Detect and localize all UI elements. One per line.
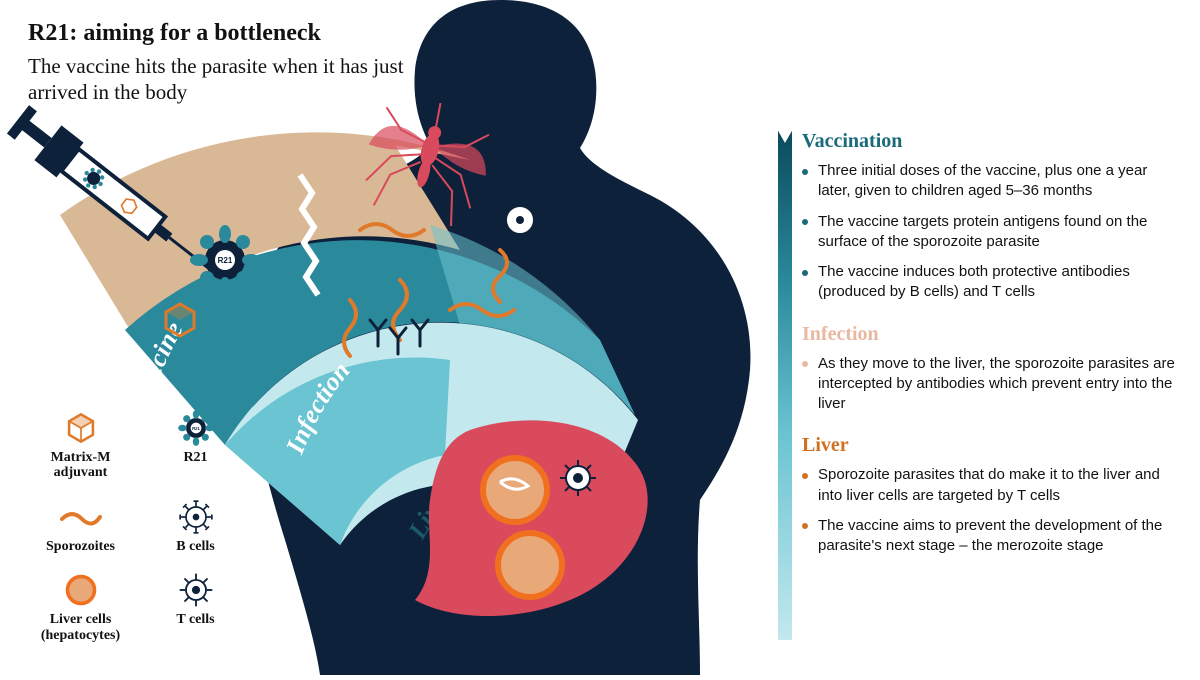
section-bullets: As they move to the liver, the sporozoit… bbox=[802, 354, 1182, 415]
section-vaccination: Vaccination Three initial doses of the va… bbox=[802, 130, 1182, 303]
page-subtitle: The vaccine hits the parasite when it ha… bbox=[28, 53, 448, 106]
bullet-item: The vaccine aims to prevent the developm… bbox=[802, 516, 1182, 557]
legend-label: T cells bbox=[176, 612, 214, 627]
tcell-icon bbox=[176, 572, 216, 608]
bullet-item: Sporozoite parasites that do make it to … bbox=[802, 465, 1182, 506]
section-bullets: Three initial doses of the vaccine, plus… bbox=[802, 161, 1182, 303]
svg-text:R21: R21 bbox=[192, 426, 200, 431]
section-title: Vaccination bbox=[802, 130, 1182, 153]
section-liver: Liver Sporozoite parasites that do make i… bbox=[802, 434, 1182, 556]
section-infection: Infection As they move to the liver, the … bbox=[802, 323, 1182, 415]
legend-item-sporozoites: Sporozoites bbox=[28, 499, 133, 554]
page-title: R21: aiming for a bottleneck bbox=[28, 20, 448, 47]
gradient-bar bbox=[778, 130, 792, 640]
legend-item-liver-cells: Liver cells (hepatocytes) bbox=[28, 572, 133, 643]
bullet-item: As they move to the liver, the sporozoit… bbox=[802, 354, 1182, 415]
bcell-icon bbox=[498, 198, 542, 242]
liver-cell-icon bbox=[498, 533, 562, 597]
right-panel: Vaccination Three initial doses of the va… bbox=[778, 130, 1200, 576]
legend-label: Liver cells (hepatocytes) bbox=[28, 612, 133, 643]
r21-icon: R21 bbox=[176, 410, 216, 446]
legend-label: Matrix-M adjuvant bbox=[28, 450, 133, 481]
bcell-icon bbox=[176, 499, 216, 535]
legend-label: Sporozoites bbox=[46, 539, 115, 554]
header: R21: aiming for a bottleneck The vaccine… bbox=[28, 20, 448, 106]
section-title: Liver bbox=[802, 434, 1182, 457]
tcell-icon bbox=[560, 460, 596, 496]
liver-cell-icon bbox=[483, 458, 547, 522]
bullet-item: The vaccine induces both protective anti… bbox=[802, 262, 1182, 303]
liver-cell-icon bbox=[63, 572, 99, 608]
legend: Matrix-M adjuvant R21 R21 bbox=[28, 410, 248, 643]
legend-item-bcells: B cells bbox=[143, 499, 248, 554]
section-title: Infection bbox=[802, 323, 1182, 346]
legend-label: R21 bbox=[183, 450, 207, 465]
svg-text:R21: R21 bbox=[218, 256, 233, 265]
bullet-item: Three initial doses of the vaccine, plus… bbox=[802, 161, 1182, 202]
legend-item-r21: R21 R21 bbox=[143, 410, 248, 481]
sporozoite-icon bbox=[58, 499, 104, 535]
legend-item-tcells: T cells bbox=[143, 572, 248, 643]
legend-item-matrix-m: Matrix-M adjuvant bbox=[28, 410, 133, 481]
section-bullets: Sporozoite parasites that do make it to … bbox=[802, 465, 1182, 556]
bullet-item: The vaccine targets protein antigens fou… bbox=[802, 212, 1182, 253]
legend-label: B cells bbox=[176, 539, 215, 554]
matrix-m-icon bbox=[64, 410, 98, 446]
